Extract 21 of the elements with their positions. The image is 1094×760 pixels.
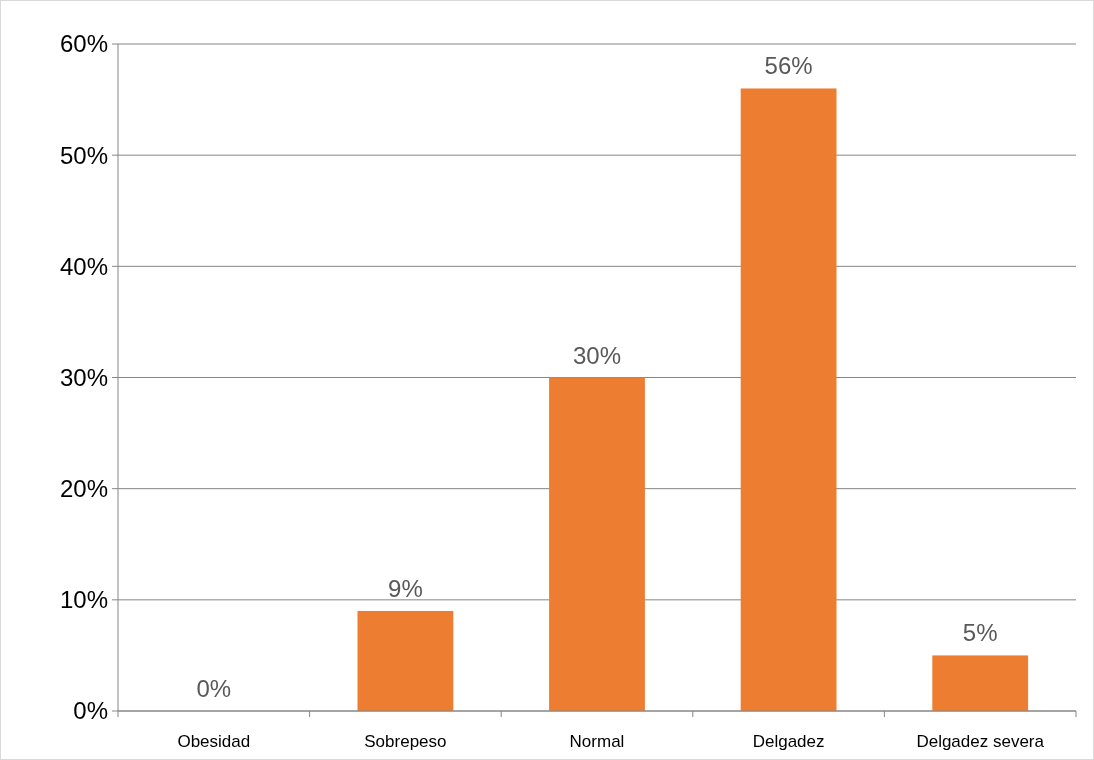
bar — [549, 377, 645, 711]
x-tick-label: Delgadez — [752, 732, 825, 751]
bar — [357, 610, 454, 711]
bar — [740, 88, 837, 711]
x-tick-label: Sobrepeso — [364, 732, 447, 751]
x-tick-label: Obesidad — [177, 732, 251, 751]
y-tick-label: 60% — [59, 30, 108, 58]
data-label: 9% — [388, 574, 423, 602]
y-tick-label: 50% — [59, 141, 108, 169]
y-tick-label: 10% — [59, 586, 108, 614]
y-tick-label: 30% — [59, 363, 108, 391]
y-tick-label: 20% — [59, 475, 108, 503]
x-tick-label: Normal — [569, 732, 625, 751]
x-tick-label: Delgadez severa — [916, 732, 1045, 751]
data-label: 56% — [764, 52, 813, 80]
data-label: 30% — [572, 341, 622, 369]
y-tick-label: 0% — [73, 697, 108, 725]
bar — [932, 655, 1029, 711]
data-label: 5% — [962, 619, 998, 647]
data-label: 0% — [196, 675, 232, 702]
y-tick-label: 40% — [59, 252, 108, 280]
